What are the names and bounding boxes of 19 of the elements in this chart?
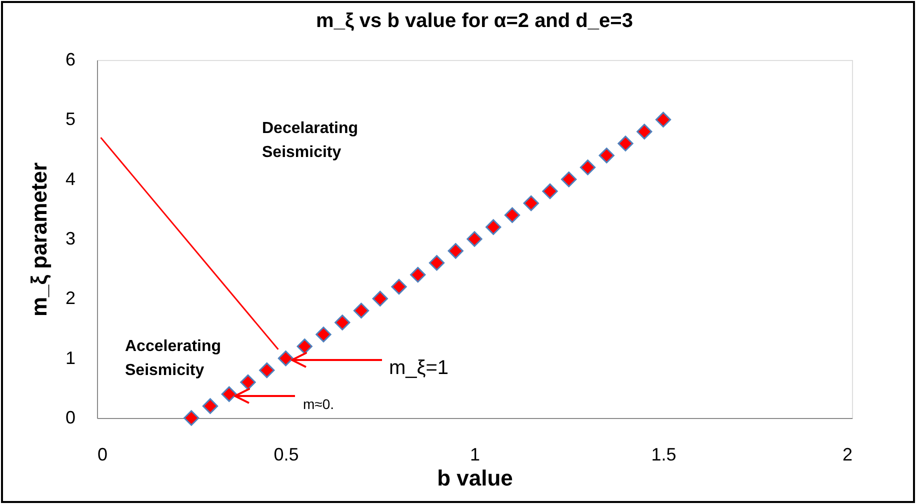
x-tick-label: 2 [842,444,852,464]
x-tick-label: 0 [98,444,108,464]
chart-title: m_ξ vs b value for α=2 and d_e=3 [316,10,633,32]
y-axis-title: m_ξ parameter [26,162,52,317]
y-tick-label: 2 [65,288,76,308]
annotation: m_ξ=1 [389,357,449,379]
y-tick-label: 3 [65,228,76,248]
annotation: m≈0. [303,396,334,412]
y-tick-label: 6 [65,50,76,70]
y-tick-label: 5 [65,109,76,130]
annotation: Decelarating Seismicity [262,120,358,161]
y-tick-label: 1 [65,348,76,368]
x-tick-label: 1.5 [651,444,676,464]
x-tick-label: 0.5 [274,444,299,464]
annotation: Accelerating Seismicity [125,338,222,379]
x-tick-label: 1 [470,444,480,464]
x-axis-title: b value [437,466,513,490]
y-tick-label: 0 [65,408,76,428]
y-tick-label: 4 [65,168,76,189]
